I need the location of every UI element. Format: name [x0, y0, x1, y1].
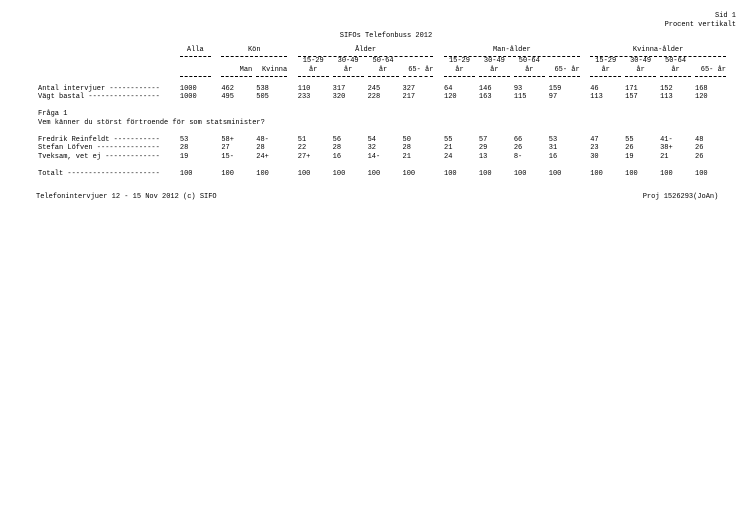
- h-15-29: 15-29: [296, 57, 331, 66]
- col-kon: Kön: [219, 46, 289, 55]
- row-tveksam: Tveksam, vet ej ------------- 19 15-24+ …: [36, 153, 728, 162]
- col-kvinna-alder: Kvinna-ålder: [588, 46, 728, 55]
- row-lofven: Stefan Löfven --------------- 28 2728 22…: [36, 144, 728, 153]
- h-65: 65- år: [401, 66, 436, 75]
- h-ar: år: [588, 66, 623, 75]
- subheader-row-2: Man Kvinna år år år 65- år år år år 65- …: [36, 66, 728, 75]
- h-ar: år: [623, 66, 658, 75]
- h-m-30-49: 30-49: [477, 57, 512, 66]
- col-alla: Alla: [178, 46, 213, 55]
- report-title: SIFOs Telefonbuss 2012: [36, 32, 736, 41]
- row-totalt: Totalt ---------------------- 100 100100…: [36, 170, 728, 179]
- question-text: Vem känner du störst förtroende för som …: [36, 119, 728, 128]
- question-number-row: Fråga 1: [36, 110, 728, 119]
- group-header-row: Alla Kön Ålder Man-ålder Kvinna-ålder: [36, 46, 728, 55]
- row-label: Totalt ----------------------: [36, 170, 178, 179]
- question-number: Fråga 1: [36, 110, 728, 119]
- subheader-row-1: 15-29 30-49 50-64 15-29 30-49 50-64 15-2…: [36, 57, 728, 66]
- row-reinfeldt: Fredrik Reinfeldt ----------- 53 58+48- …: [36, 136, 728, 145]
- h-ar: år: [658, 66, 693, 75]
- h-man: Man: [219, 66, 254, 75]
- row-antal: Antal intervjuer ------------ 1000 46253…: [36, 85, 728, 94]
- col-alder: Ålder: [296, 46, 436, 55]
- h-kvinna: Kvinna: [254, 66, 289, 75]
- h-k-15-29: 15-29: [588, 57, 623, 66]
- footer-right: Proj 1526293(JoAn): [455, 193, 718, 202]
- h-k-50-64: 50-64: [658, 57, 693, 66]
- h-ar: år: [366, 66, 401, 75]
- h-50-64: 50-64: [366, 57, 401, 66]
- row-label: Antal intervjuer ------------: [36, 85, 178, 94]
- report-footer: Telefonintervjuer 12 - 15 Nov 2012 (c) S…: [36, 193, 728, 202]
- h-ar: år: [512, 66, 547, 75]
- row-label: Vägt bastal -----------------: [36, 93, 178, 102]
- row-label: Stefan Löfven ---------------: [36, 144, 178, 153]
- col-man-alder: Man-ålder: [442, 46, 582, 55]
- h-ar: år: [442, 66, 477, 75]
- footer-left: Telefonintervjuer 12 - 15 Nov 2012 (c) S…: [36, 193, 451, 202]
- h-k-30-49: 30-49: [623, 57, 658, 66]
- question-text-row: Vem känner du störst förtroende för som …: [36, 119, 728, 128]
- h-k-65: 65- år: [693, 66, 728, 75]
- h-m-15-29: 15-29: [442, 57, 477, 66]
- h-ar: år: [331, 66, 366, 75]
- h-ar: år: [477, 66, 512, 75]
- page-number: Sid 1 Procent vertikalt: [36, 12, 736, 30]
- h-m-65: 65- år: [547, 66, 582, 75]
- h-m-50-64: 50-64: [512, 57, 547, 66]
- row-label: Fredrik Reinfeldt -----------: [36, 136, 178, 145]
- h-ar: år: [296, 66, 331, 75]
- row-label: Tveksam, vet ej -------------: [36, 153, 178, 162]
- h-30-49: 30-49: [331, 57, 366, 66]
- crosstab-table: Alla Kön Ålder Man-ålder Kvinna-ålder 15…: [36, 46, 728, 178]
- row-vagt: Vägt bastal ----------------- 1000 49550…: [36, 93, 728, 102]
